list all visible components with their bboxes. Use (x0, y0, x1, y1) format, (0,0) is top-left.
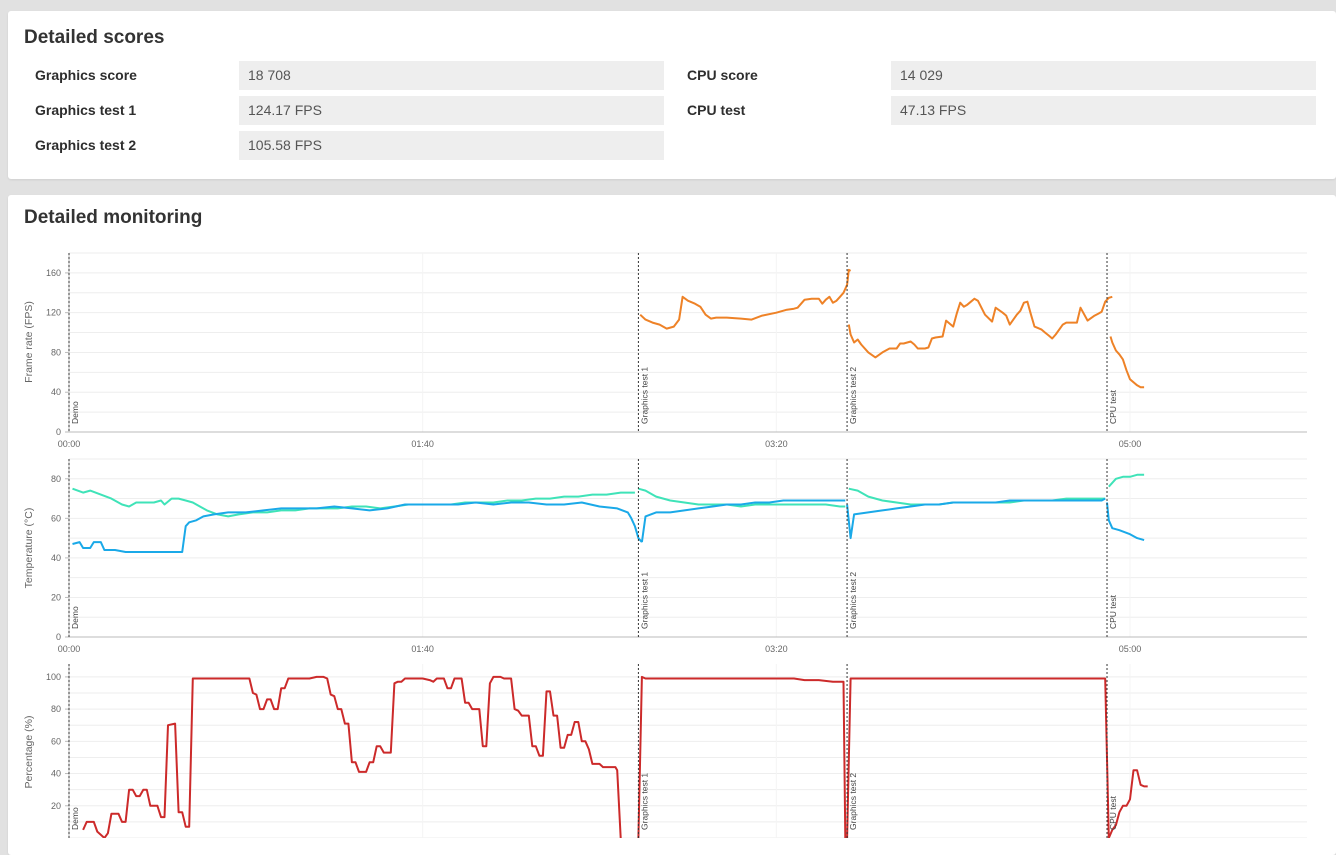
series-line-temp_cpu (1108, 473, 1145, 488)
series-line-temp_gpu (846, 497, 1106, 540)
series-line-temp_gpu (640, 499, 846, 543)
graphics-test-2-value: 105.58 FPS (239, 131, 664, 160)
series-line-load (1107, 769, 1148, 838)
series-line-load (637, 675, 847, 838)
y-tick-label: 80 (51, 347, 61, 357)
marker-label-cpu-test: CPU test (1108, 389, 1118, 424)
marker-label-graphics-test-2: Graphics test 2 (848, 572, 858, 629)
series-line-fps (1109, 336, 1145, 389)
series-line-load (82, 675, 622, 838)
y-tick-label: 0 (56, 427, 61, 437)
series-line-temp_gpu (72, 501, 643, 553)
y-axis-label: Frame rate (FPS) (23, 301, 35, 383)
graphics-score-value: 18 708 (239, 61, 664, 90)
y-axis-label: Percentage (%) (23, 716, 35, 789)
cpu-score-label: CPU score (687, 67, 758, 83)
y-tick-label: 40 (51, 553, 61, 563)
x-tick-label: 01:40 (411, 439, 434, 449)
y-tick-label: 0 (56, 632, 61, 642)
marker-label-demo: Demo (70, 606, 80, 629)
cpu-test-value: 47.13 FPS (891, 96, 1316, 125)
y-tick-label: 80 (51, 704, 61, 714)
x-tick-label: 03:20 (765, 644, 788, 654)
detailed-scores-title: Detailed scores (24, 27, 165, 48)
y-tick-label: 40 (51, 769, 61, 779)
marker-label-demo: Demo (70, 807, 80, 830)
marker-label-graphics-test-2: Graphics test 2 (848, 367, 858, 424)
y-tick-label: 160 (46, 268, 61, 278)
y-tick-label: 60 (51, 513, 61, 523)
x-tick-label: 00:00 (58, 439, 81, 449)
marker-label-graphics-test-1: Graphics test 1 (639, 572, 649, 629)
y-tick-label: 60 (51, 736, 61, 746)
chart-2: 0 20 40 60 80 00:00 01:40 03:20 05:00 Temperature… (23, 458, 1307, 654)
x-tick-label: 01:40 (411, 644, 434, 654)
series-line-fps (639, 268, 852, 330)
y-tick-label: 80 (51, 474, 61, 484)
chart-1: 0 40 80 120 160 00:00 01:40 03:20 05:00 Frame rat… (23, 252, 1307, 449)
graphics-test-1-value: 124.17 FPS (239, 96, 664, 125)
x-tick-label: 03:20 (765, 439, 788, 449)
graphics-test-1-label: Graphics test 1 (35, 102, 137, 118)
y-tick-label: 40 (51, 387, 61, 397)
chart-3: 20 40 60 80 100 Percentage (%) Demo Graphics te… (23, 664, 1307, 838)
marker-label-graphics-test-2: Graphics test 2 (848, 773, 858, 830)
cpu-score-value: 14 029 (891, 61, 1316, 90)
marker-label-graphics-test-1: Graphics test 1 (639, 773, 649, 830)
cpu-test-label: CPU test (687, 102, 746, 118)
x-tick-label: 05:00 (1119, 439, 1142, 449)
marker-label-cpu-test: CPU test (1108, 594, 1118, 629)
y-tick-label: 20 (51, 801, 61, 811)
y-tick-label: 120 (46, 308, 61, 318)
series-line-fps (847, 295, 1113, 359)
y-axis-label: Temperature (°C) (23, 508, 35, 589)
graphics-test-2-label: Graphics test 2 (35, 137, 137, 153)
detailed-monitoring-title: Detailed monitoring (24, 207, 203, 228)
detailed-monitoring-card: Detailed monitoring (8, 195, 1336, 855)
series-line-load (846, 677, 1110, 838)
marker-label-demo: Demo (70, 401, 80, 424)
marker-label-cpu-test: CPU test (1108, 795, 1118, 830)
x-tick-label: 00:00 (58, 644, 81, 654)
x-tick-label: 05:00 (1119, 644, 1142, 654)
series-line-temp_cpu (638, 487, 846, 508)
marker-label-graphics-test-1: Graphics test 1 (639, 367, 649, 424)
graphics-score-label: Graphics score (35, 67, 137, 83)
detailed-scores-card: Detailed scores Graphics score 18 708 Gr… (8, 11, 1336, 179)
series-line-temp_gpu (1106, 502, 1145, 542)
y-tick-label: 100 (46, 672, 61, 682)
series-line-temp_cpu (72, 487, 635, 518)
y-tick-label: 20 (51, 592, 61, 602)
